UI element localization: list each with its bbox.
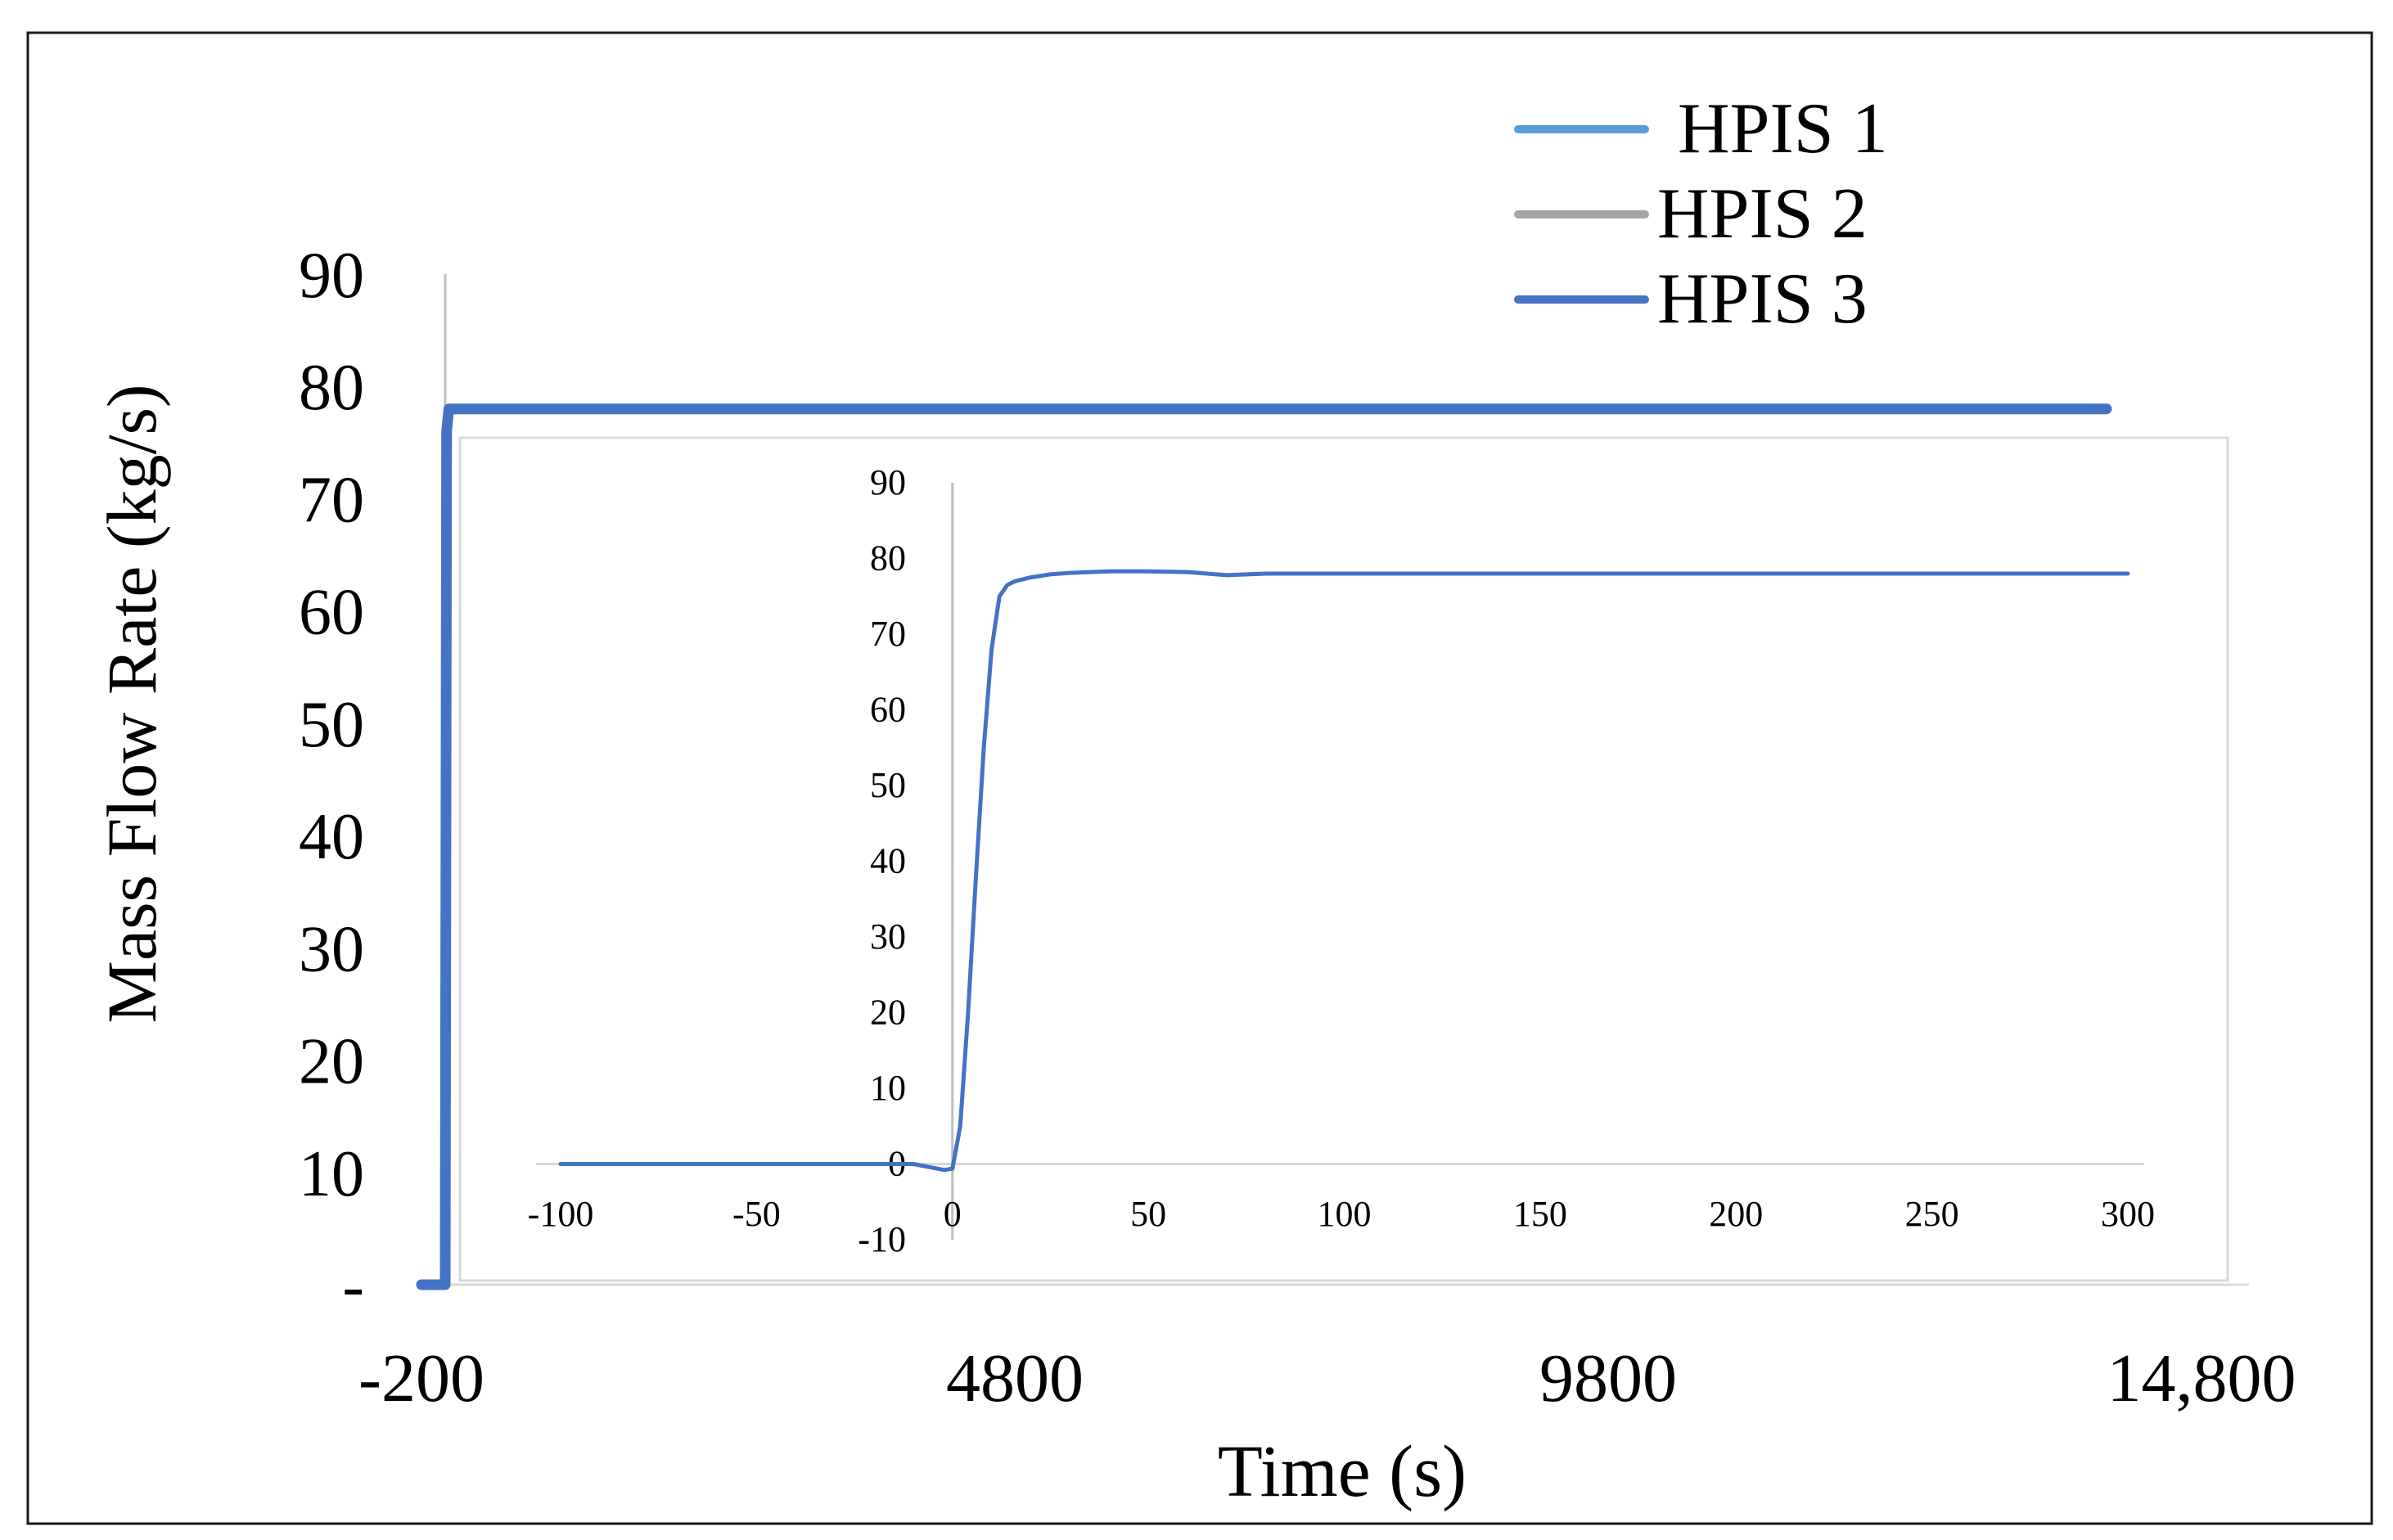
inset-x-tick-label: -50 xyxy=(732,1194,781,1234)
x-tick-label: -200 xyxy=(358,1340,484,1416)
y-tick-label: 40 xyxy=(299,801,364,873)
inset-y-tick-label: 10 xyxy=(870,1068,906,1108)
y-tick-label: 80 xyxy=(299,352,364,424)
inset-x-tick-label: 100 xyxy=(1318,1194,1372,1234)
inset-x-tick-label: 250 xyxy=(1905,1194,1959,1234)
y-tick-label: 30 xyxy=(299,913,364,985)
inset-panel xyxy=(458,436,2229,1282)
x-tick-label: 14,800 xyxy=(2107,1340,2296,1416)
legend-label-3: HPIS 3 xyxy=(1657,259,1868,339)
inset-y-tick-label: 90 xyxy=(870,462,906,502)
inset-x-tick-label: 50 xyxy=(1130,1194,1166,1234)
y-tick-label: 10 xyxy=(299,1138,364,1210)
inset-y-tick-label: 80 xyxy=(870,538,906,579)
x-axis-title: Time (s) xyxy=(1218,1431,1467,1512)
inset-y-tick-label: 70 xyxy=(870,614,906,654)
inset-x-tick-label: 150 xyxy=(1513,1194,1567,1234)
inset-y-tick-label: 50 xyxy=(870,765,906,805)
inset-x-tick-label: 0 xyxy=(944,1194,962,1234)
y-tick-label: - xyxy=(342,1250,364,1322)
inset-series-line xyxy=(558,569,2130,1173)
y-tick-label: 50 xyxy=(299,689,364,761)
inset-x-tick-label: 300 xyxy=(2101,1194,2155,1234)
inset-y-tick-label: 20 xyxy=(870,993,906,1033)
y-tick-label: 60 xyxy=(299,577,364,649)
inset-y-tick-label: -10 xyxy=(858,1219,906,1259)
y-axis-title: Mass Flow Rate (kg/s) xyxy=(92,384,171,1023)
x-tick-label: 4800 xyxy=(946,1340,1084,1416)
x-tick-label: 9800 xyxy=(1539,1340,1677,1416)
inset-y-tick-label: 40 xyxy=(870,841,906,881)
y-tick-label: 20 xyxy=(299,1026,364,1098)
legend-label-1: HPIS 1 xyxy=(1678,89,1888,169)
y-tick-label: 90 xyxy=(299,240,364,312)
y-tick-label: 70 xyxy=(299,464,364,536)
inset-y-tick-label: 60 xyxy=(870,690,906,730)
inset-y-tick-label: 30 xyxy=(870,916,906,957)
legend-label-2: HPIS 2 xyxy=(1657,174,1868,254)
inset-x-tick-label: 200 xyxy=(1709,1194,1763,1234)
inset-x-tick-label: -100 xyxy=(528,1194,594,1234)
series-line-3 xyxy=(416,403,2112,1290)
